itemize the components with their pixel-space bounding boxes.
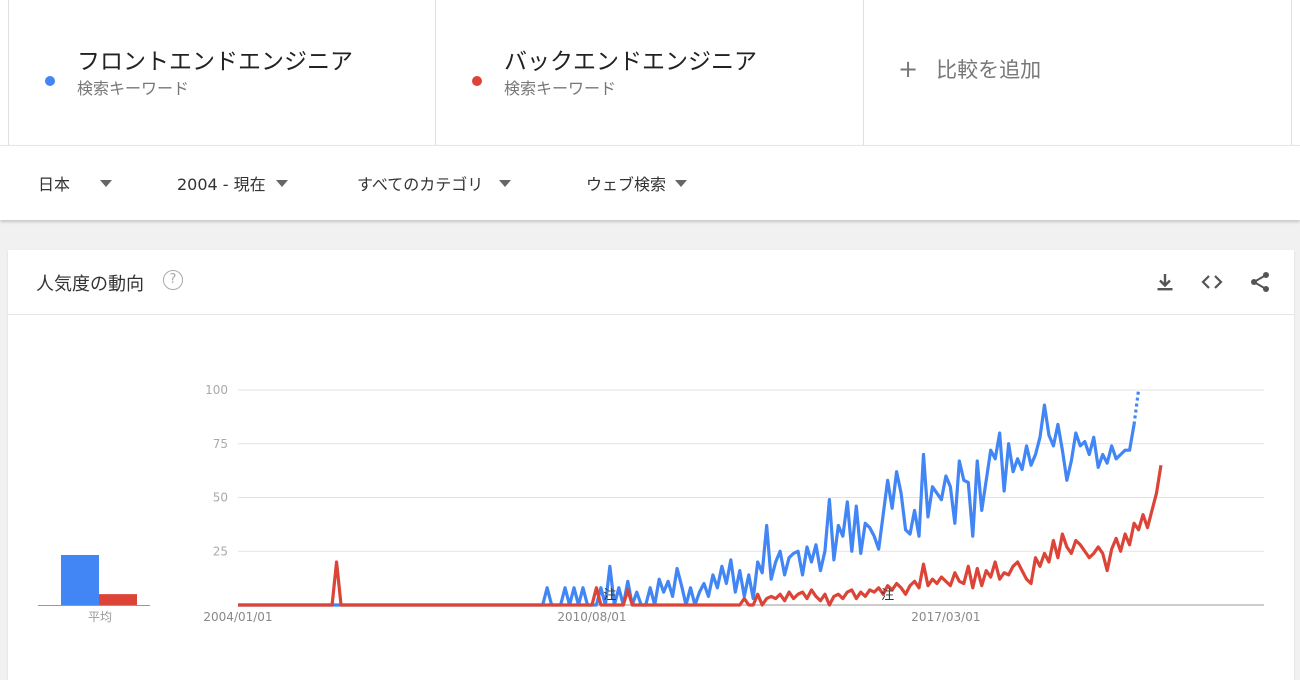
average-bar-backend	[99, 594, 137, 605]
search-term-type: 検索キーワード	[504, 79, 617, 98]
series-line-partial	[1132, 389, 1141, 425]
x-tick-label: 2004/01/01	[203, 610, 272, 624]
average-label: 平均	[88, 610, 113, 624]
series-line	[238, 464, 1163, 607]
region-dropdown[interactable]: 日本	[38, 171, 113, 195]
add-comparison-button[interactable]: + 比較を追加	[864, 54, 1041, 84]
embed-code-icon[interactable]	[1200, 270, 1224, 294]
add-comparison-label: 比較を追加	[936, 58, 1042, 82]
search-term-card-1[interactable]: フロントエンドエンジニア 検索キーワード	[8, 0, 436, 145]
search-term-name: バックエンドエンジニア	[504, 49, 757, 75]
y-tick-label: 75	[213, 437, 228, 451]
annotation-marker: 注	[881, 588, 894, 603]
search-term-type: 検索キーワード	[77, 79, 190, 98]
x-tick-label: 2017/03/01	[911, 610, 980, 624]
share-icon[interactable]	[1248, 270, 1272, 294]
search-type-value: ウェブ検索	[586, 175, 667, 194]
series-color-dot	[45, 76, 55, 86]
chevron-down-icon	[499, 179, 512, 187]
add-comparison-card[interactable]: + 比較を追加	[864, 0, 1292, 145]
x-tick-label: 2010/08/01	[557, 610, 626, 624]
average-bar-frontend	[61, 555, 99, 605]
card-title: 人気度の動向	[36, 274, 144, 295]
search-type-dropdown[interactable]: ウェブ検索	[586, 171, 688, 195]
card-header: 人気度の動向 ?	[8, 250, 1294, 315]
region-value: 日本	[38, 175, 71, 194]
y-tick-label: 50	[213, 491, 228, 505]
download-icon[interactable]	[1153, 270, 1177, 294]
interest-line-chart: 25 50 75 100 2004/01/01 2010/08/01 2017/03/01 注…	[203, 383, 1264, 624]
search-term-name: フロントエンドエンジニア	[77, 49, 353, 75]
average-bar-chart	[38, 555, 150, 606]
annotation-marker: 注	[603, 588, 616, 603]
period-dropdown[interactable]: 2004 - 現在	[177, 171, 288, 195]
chevron-down-icon	[275, 179, 288, 187]
chevron-down-icon	[100, 179, 113, 187]
y-tick-label: 100	[205, 383, 228, 397]
search-term-card-2[interactable]: バックエンドエンジニア 検索キーワード	[436, 0, 864, 145]
y-tick-label: 25	[213, 544, 228, 558]
interest-over-time-card: 人気度の動向 ? 平均 25 50 75 100 2004/01/01 2010/08/0…	[8, 250, 1294, 680]
chevron-down-icon	[675, 179, 688, 187]
filter-bar: 日本 2004 - 現在 すべてのカテゴリ ウェブ検索	[0, 145, 1300, 220]
period-value: 2004 - 現在	[177, 175, 266, 194]
plus-icon: +	[898, 55, 919, 83]
category-dropdown[interactable]: すべてのカテゴリ	[357, 171, 512, 195]
category-value: すべてのカテゴリ	[357, 175, 484, 194]
series-color-dot	[472, 76, 482, 86]
help-icon[interactable]: ?	[163, 270, 183, 290]
search-terms-bar: フロントエンドエンジニア 検索キーワード バックエンドエンジニア 検索キーワード…	[0, 0, 1300, 145]
